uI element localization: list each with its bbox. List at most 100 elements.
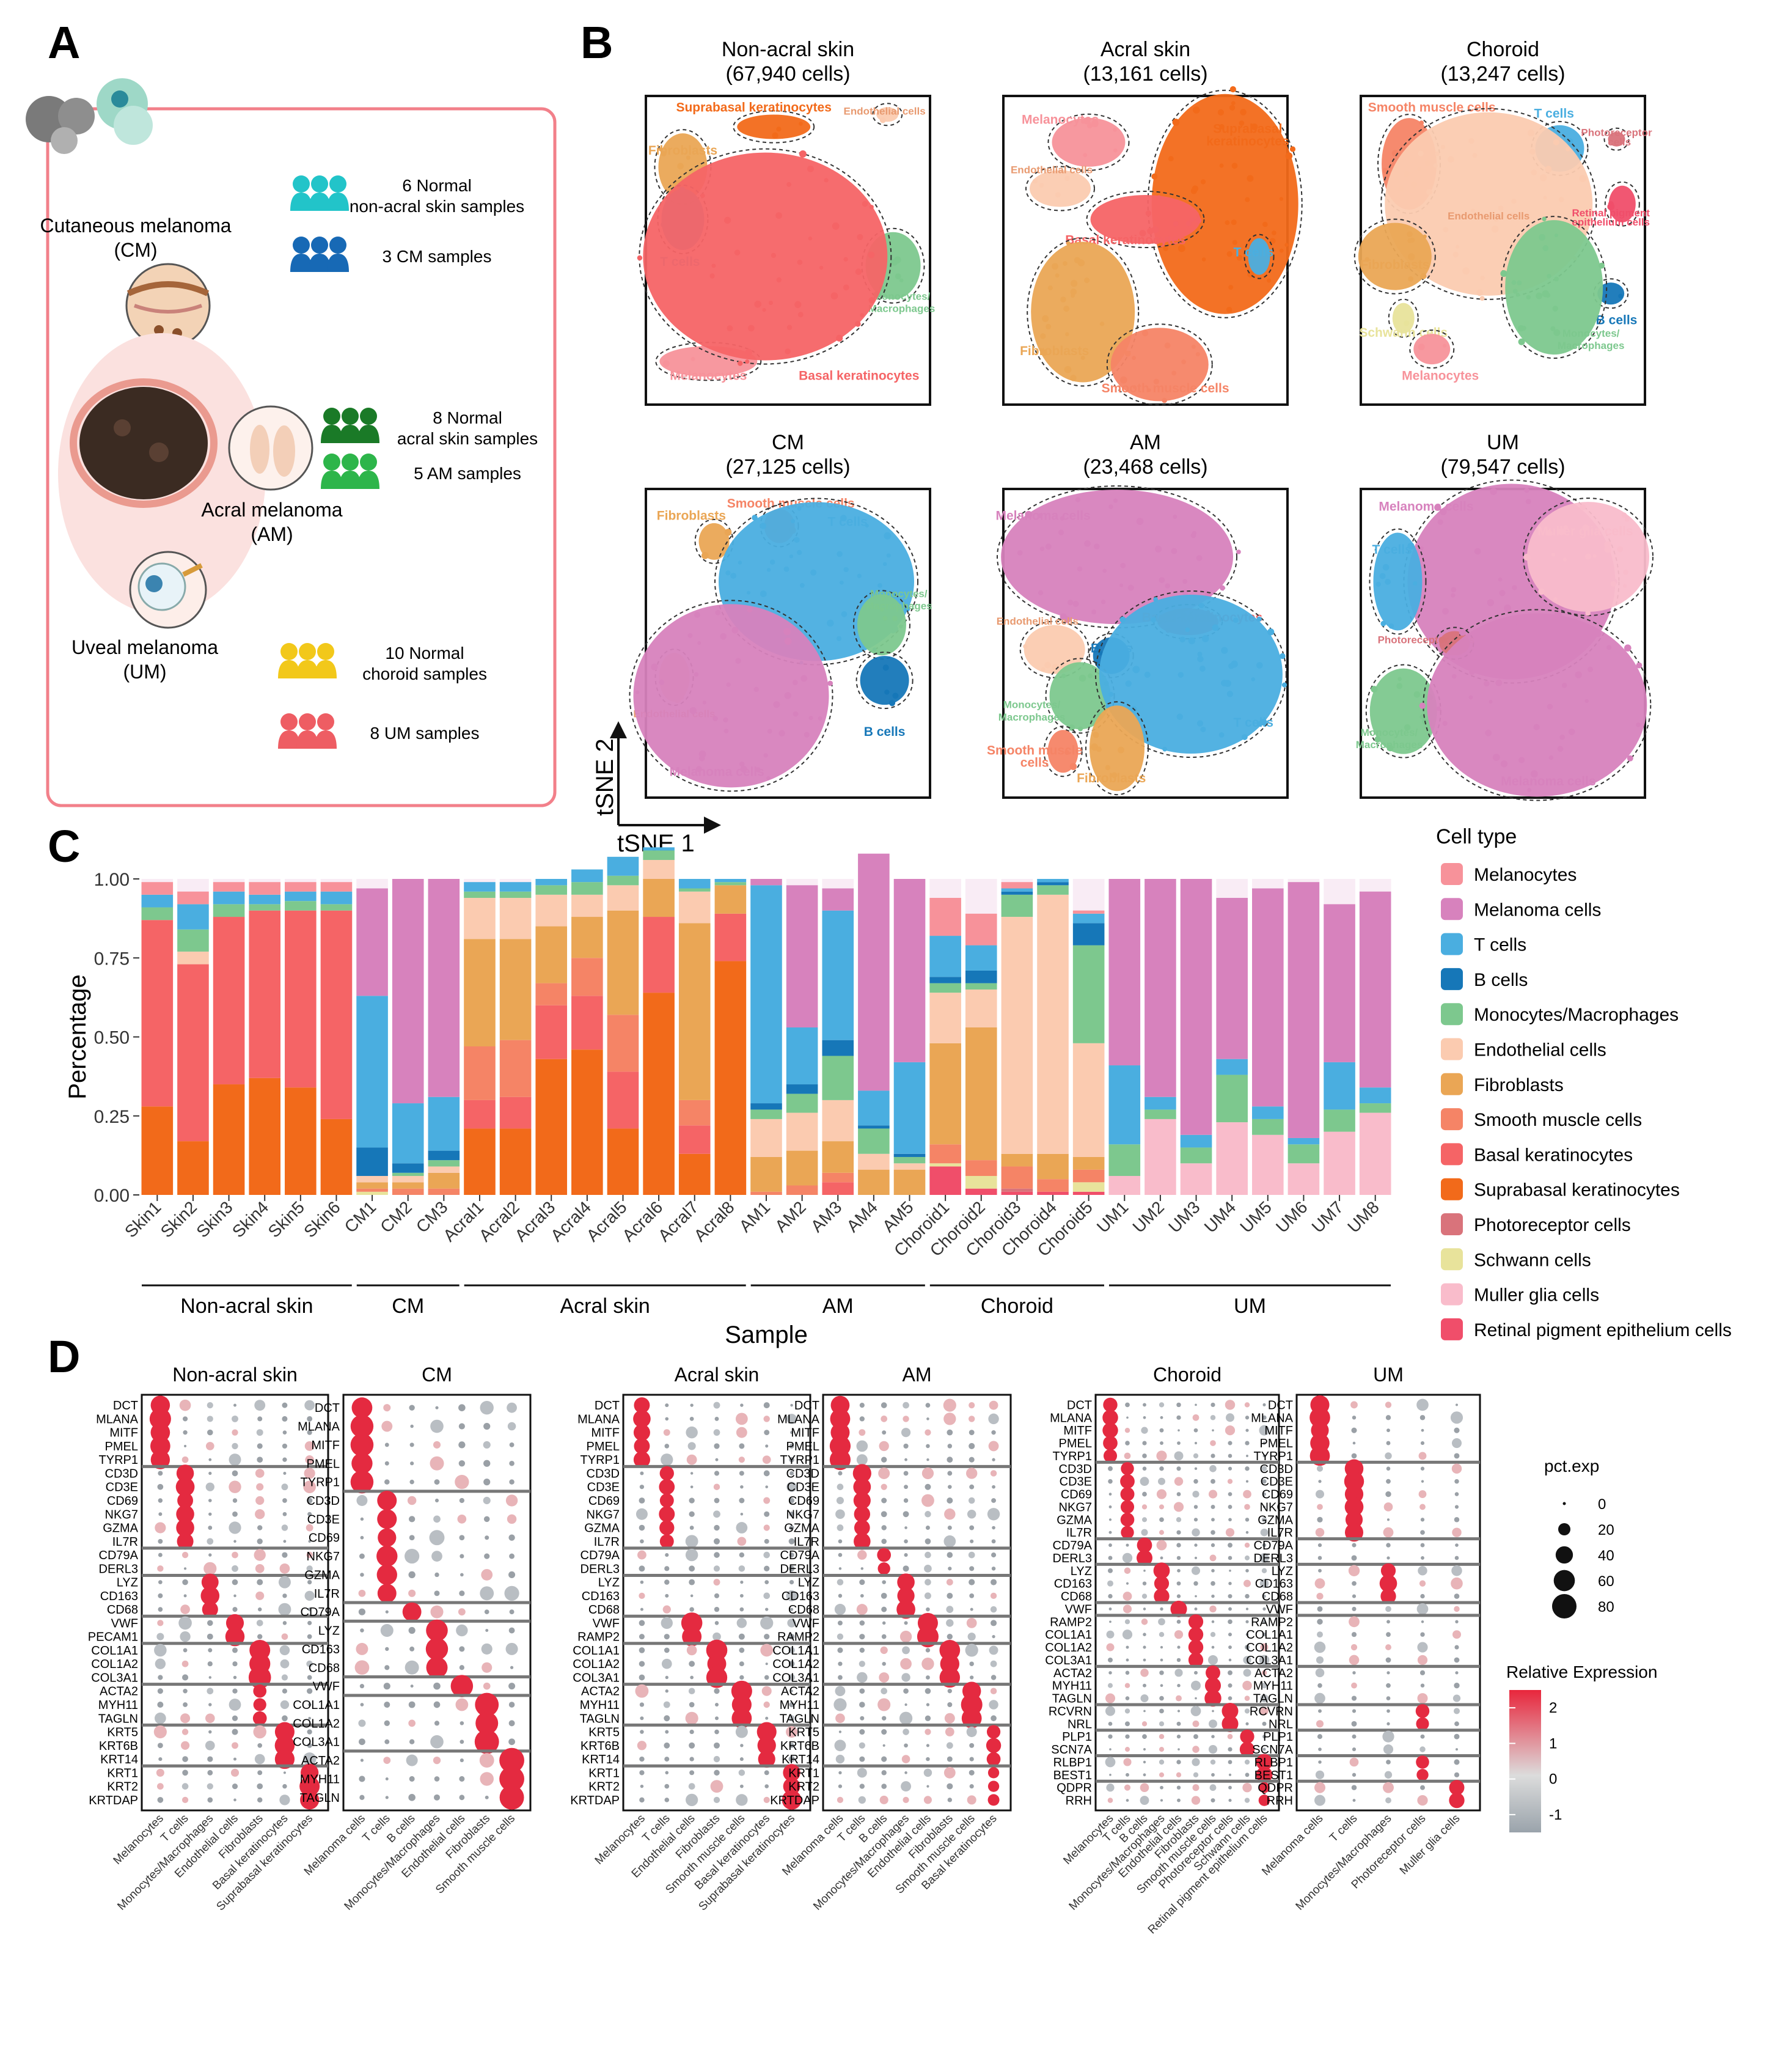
y-axis-label: Percentage — [64, 974, 91, 1100]
legend-swatch — [1441, 968, 1463, 990]
dot — [1141, 1618, 1148, 1625]
bar-segment-endothelial-cells — [750, 1119, 782, 1157]
dot — [1454, 1772, 1460, 1777]
gene-label: CD163 — [1054, 1578, 1092, 1591]
gene-label: GZMA — [1258, 1513, 1293, 1527]
dot — [1383, 1744, 1394, 1755]
dot — [356, 1495, 368, 1506]
cluster-photoreceptor1 — [1603, 127, 1630, 151]
dot — [739, 1471, 744, 1476]
dot — [786, 1482, 797, 1493]
cluster-fibroblasts — [1085, 701, 1149, 796]
dot — [1107, 1683, 1113, 1688]
gene-label: RAMP2 — [577, 1631, 620, 1644]
gene-label: CD79A — [99, 1549, 139, 1562]
gene-label: PLP1 — [1062, 1730, 1092, 1744]
dot — [659, 1466, 674, 1481]
dot — [1142, 1453, 1147, 1458]
dot — [789, 1552, 794, 1558]
bar-segment-monocytes-macrophages — [822, 1056, 854, 1100]
gene-label: CD69 — [1061, 1488, 1092, 1502]
bar-segment-smooth-muscle-cells — [750, 1191, 782, 1195]
dot — [280, 1659, 290, 1669]
dot — [435, 1406, 439, 1409]
dot — [1245, 1773, 1250, 1777]
bar-segment-monocytes-macrophages — [535, 885, 568, 895]
dot — [689, 1757, 694, 1762]
dot — [307, 1620, 312, 1625]
skin-illustration — [125, 263, 211, 348]
dot — [659, 1479, 675, 1495]
dot — [1415, 1704, 1430, 1718]
dot — [1228, 1633, 1232, 1637]
cluster-fibroblasts — [1353, 218, 1436, 295]
dot — [1209, 1719, 1217, 1729]
dot — [307, 1430, 312, 1435]
dot — [1245, 1645, 1250, 1650]
bar-segment-t-cells — [392, 1103, 424, 1164]
dot — [1386, 1696, 1391, 1700]
dot — [1455, 1543, 1459, 1547]
dot — [925, 1551, 931, 1559]
dot — [689, 1702, 695, 1708]
dot — [739, 1757, 744, 1762]
gene-label: IL7R — [594, 1535, 620, 1549]
dot — [1123, 1758, 1132, 1766]
bar-remainder — [249, 879, 280, 883]
cluster-label: B cells — [864, 725, 906, 739]
dot — [1385, 1797, 1391, 1804]
dot — [838, 1771, 842, 1774]
dot — [384, 1739, 390, 1744]
bar-am5 — [893, 879, 926, 1195]
dot — [689, 1770, 695, 1776]
dot — [854, 1533, 871, 1550]
cluster-label: Fibroblasts — [1077, 771, 1146, 785]
dot — [1108, 1530, 1112, 1534]
gene-label: CD79A — [1254, 1539, 1294, 1552]
gene-label: GZMA — [584, 1522, 620, 1535]
dot — [207, 1783, 213, 1790]
dot — [1244, 1555, 1250, 1560]
dot — [763, 1551, 771, 1559]
bar-segment-fibroblasts — [1037, 1153, 1069, 1180]
cluster-label: Monocytes/ — [1361, 727, 1418, 738]
dot — [1386, 1466, 1391, 1471]
dot — [1420, 1632, 1425, 1637]
bar-segment-suprabasal-keratinocytes — [535, 1059, 568, 1195]
dot — [1176, 1658, 1181, 1662]
bar-segment-muller-glia-cells — [1216, 1122, 1248, 1195]
dot — [921, 1494, 934, 1507]
dot — [665, 1593, 669, 1598]
tsne-map-choroid: Choroid(13,247 cells)Smooth muscle cells… — [1353, 38, 1652, 406]
dot — [1153, 1562, 1170, 1579]
dot — [154, 1644, 167, 1657]
dot — [1123, 1604, 1132, 1614]
x-tick-label: UM3 — [1165, 1197, 1204, 1236]
bar-segment-endothelial-cells — [464, 898, 496, 939]
gene-label: GZMA — [784, 1522, 819, 1535]
dot — [1124, 1619, 1130, 1625]
dot — [1156, 1489, 1167, 1499]
dot — [706, 1639, 728, 1661]
gene-label: RRH — [1066, 1795, 1092, 1808]
dot — [475, 1711, 499, 1735]
dot — [282, 1593, 287, 1598]
bar-segment-fibroblasts — [750, 1156, 782, 1192]
bar-remainder — [1001, 879, 1033, 883]
gene-label: CD3E — [787, 1481, 819, 1494]
dot — [1103, 1449, 1118, 1463]
dot — [789, 1702, 794, 1708]
dot — [1317, 1683, 1322, 1688]
dot — [406, 1754, 418, 1766]
dot — [1176, 1415, 1181, 1420]
dot — [305, 1455, 314, 1464]
celltype-label: Melanoma cells — [1259, 1812, 1325, 1878]
dot — [458, 1460, 466, 1467]
dot — [208, 1676, 212, 1679]
dot — [1244, 1402, 1250, 1408]
dot — [509, 1609, 515, 1615]
dot — [904, 1703, 907, 1706]
dot — [789, 1607, 794, 1611]
dot — [714, 1621, 719, 1625]
dotplot-am: AMDCTMLANAMITFPMELTYRP1CD3DCD3ECD69NKG7G… — [770, 1364, 1012, 1913]
